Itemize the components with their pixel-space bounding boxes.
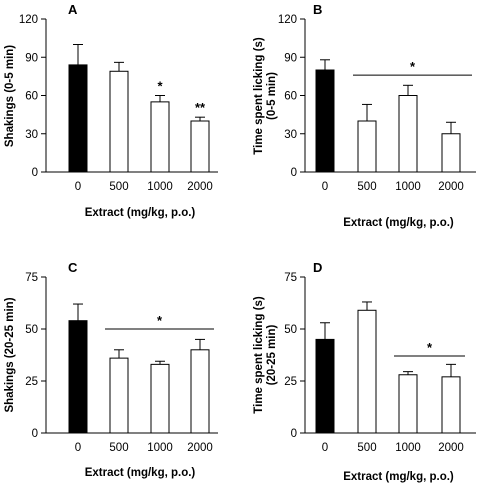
bar [109,357,129,434]
y-axis-title: Time spent licking (s)(20-25 min) [253,296,278,414]
panel-letter: A [68,2,78,17]
y-axis-title-line: (0-5 min) [266,72,278,120]
bar [68,320,88,434]
x-tick-label: 2000 [187,181,213,193]
y-tick-label: 25 [25,376,38,388]
significance-star: * [157,313,163,328]
panel-b: B 0 30 60 90 120 0 500 1000 2000 * Extract (mg/kg, … [253,2,476,229]
panel-letter: C [68,260,78,275]
y-tick-label: 60 [25,91,38,103]
significance-star: * [410,59,416,74]
y-tick-label: 90 [25,52,38,64]
y-axis-title: Shakings (0-5 min) [4,45,16,147]
x-tick-label: 500 [109,181,128,193]
y-axis-title: Time spent licking (s)(0-5 min) [253,37,278,155]
y-axis-title-line: Time spent licking (s) [253,37,265,155]
y-axis-title: Shakings (20-25 min) [4,297,16,412]
y-tick-label: 50 [284,324,297,336]
bar [441,376,461,434]
y-tick-label: 75 [284,272,297,284]
x-tick-label: 0 [322,181,328,193]
x-tick-label: 500 [109,442,128,454]
y-tick-label: 75 [25,272,38,284]
y-tick-label: 25 [284,376,297,388]
y-tick-label: 0 [32,167,38,179]
y-tick-label: 0 [291,428,297,440]
significance-star: * [157,79,163,94]
bar [357,309,377,434]
x-tick-label: 500 [357,442,376,454]
x-tick-label: 1000 [147,181,173,193]
y-tick-label: 30 [25,129,38,141]
bar [315,69,335,173]
bar [398,374,418,434]
y-tick-label: 0 [32,428,38,440]
bar [315,338,335,434]
y-axis-title-line: Shakings (20-25 min) [4,297,16,412]
y-tick-label: 90 [284,52,297,64]
x-axis-title: Extract (mg/kg, p.o.) [343,471,454,483]
y-tick-label: 30 [284,129,297,141]
y-axis-title-line: Time spent licking (s) [253,296,265,414]
bar [109,70,129,173]
y-axis-title-line: Shakings (0-5 min) [4,45,16,147]
significance-star: ** [195,100,206,115]
bar [150,101,170,173]
x-axis-title: Extract (mg/kg, p.o.) [85,467,196,479]
y-tick-label: 0 [291,167,297,179]
y-tick-label: 50 [25,324,38,336]
bar [441,133,461,173]
panel-c: C 0 25 50 75 0 500 1000 2000 * Extract (mg/kg, p.o… [4,260,218,479]
x-tick-label: 0 [75,181,81,193]
bar [357,120,377,173]
bar [150,363,170,434]
x-axis-title: Extract (mg/kg, p.o.) [343,217,454,229]
bar [190,349,210,434]
significance-star: * [427,340,433,355]
y-axis-title-line: (20-25 min) [266,324,278,385]
panel-letter: D [313,260,322,275]
x-tick-label: 1000 [395,181,421,193]
x-tick-label: 1000 [395,442,421,454]
x-tick-label: 2000 [187,442,213,454]
x-tick-label: 2000 [438,442,464,454]
y-tick-label: 120 [19,14,38,26]
x-tick-label: 0 [322,442,328,454]
panel-d: D 0 25 50 75 0 500 1000 2000 * Extract (mg/kg, p.o… [253,260,476,483]
y-tick-label: 120 [278,14,297,26]
x-tick-label: 2000 [438,181,464,193]
x-tick-label: 0 [75,442,81,454]
bar [190,120,210,173]
bar [398,95,418,173]
x-tick-label: 500 [357,181,376,193]
y-tick-label: 60 [284,91,297,103]
x-tick-label: 1000 [147,442,173,454]
panel-letter: B [313,2,322,17]
x-axis-title: Extract (mg/kg, p.o.) [85,207,196,219]
bar [68,64,88,173]
